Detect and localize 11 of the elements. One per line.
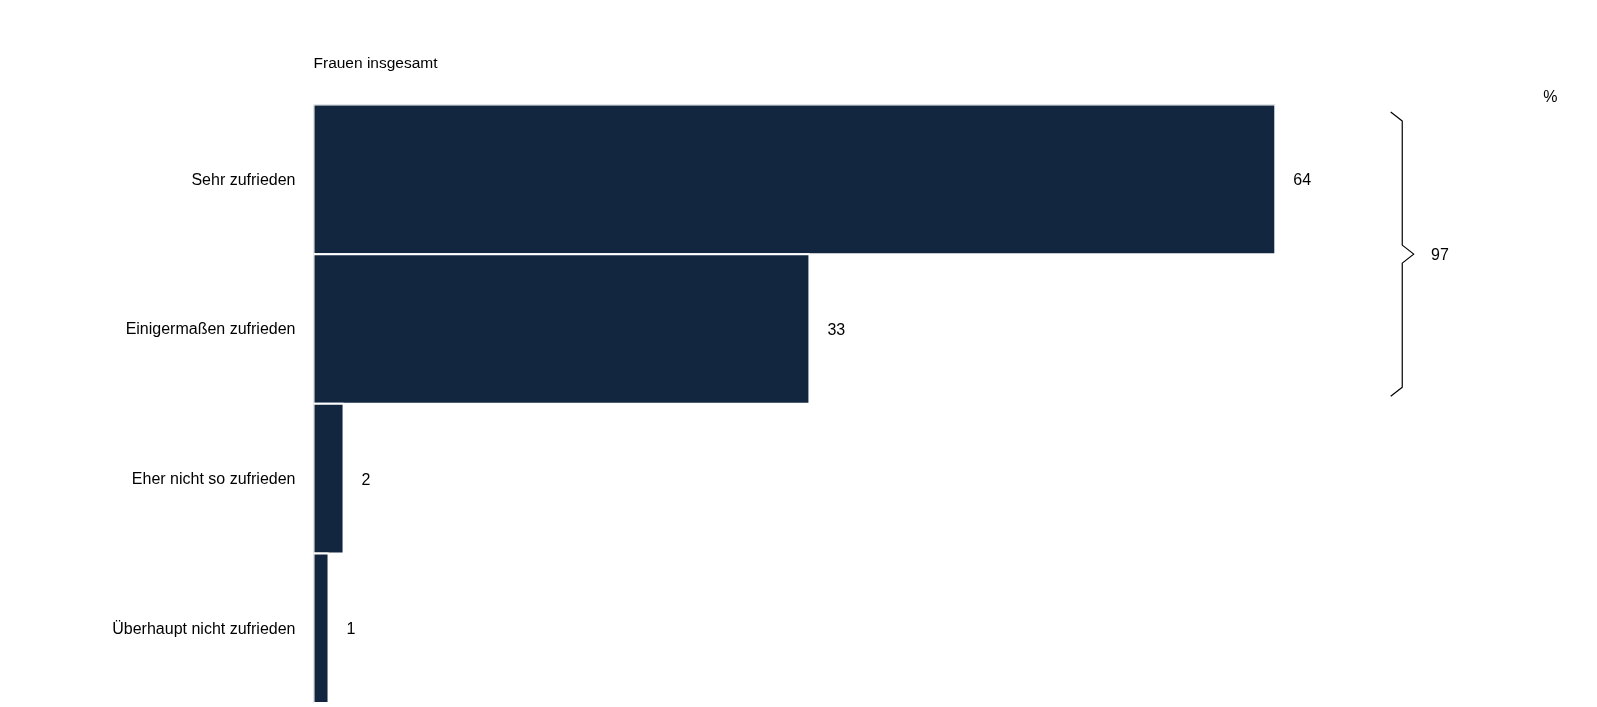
chart-title: Frauen insgesamt (313, 53, 439, 71)
y-tick-label: Überhaupt nicht zufrieden (112, 619, 296, 637)
text: 97 (1431, 246, 1450, 264)
data-label: 2 (361, 470, 371, 488)
y-tick-label: Einigermaßen zufrieden (125, 320, 296, 338)
text: % (1543, 87, 1558, 105)
y-tick-label: Sehr zufrieden (191, 170, 296, 188)
data-label: 33 (827, 320, 846, 338)
y-tick-label: Eher nicht so zufrieden (131, 470, 296, 488)
data-label: 64 (1293, 171, 1312, 189)
data-label: 1 (346, 620, 356, 638)
